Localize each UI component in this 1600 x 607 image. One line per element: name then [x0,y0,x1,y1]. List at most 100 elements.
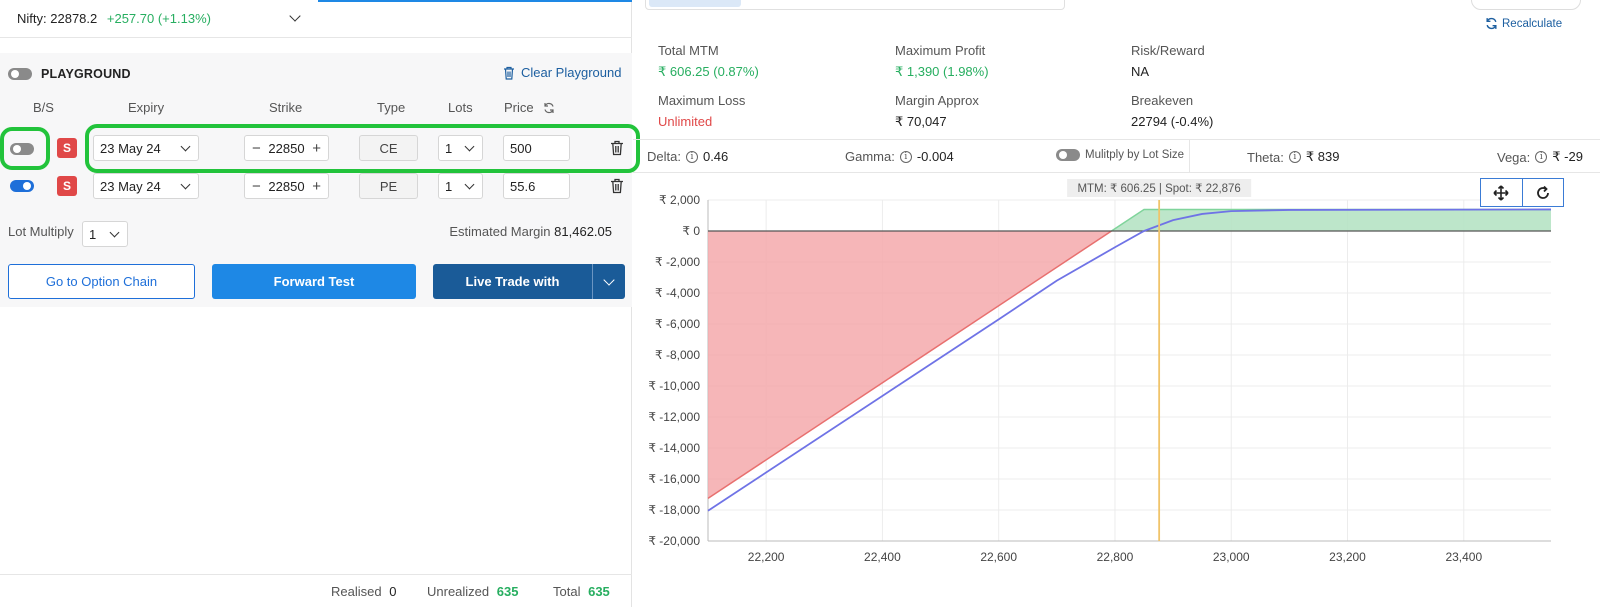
chevron-down-icon [109,227,120,238]
live-trade-button[interactable]: Live Trade with [433,264,592,299]
info-icon[interactable]: i [899,150,912,163]
profit-area [1111,209,1551,231]
lot-multiply-select[interactable]: 1 [82,221,128,247]
total-mtm-label: Total MTM [658,43,719,58]
delta-value: 0.46 [702,149,729,164]
theta-value: ₹ 839 [1305,149,1340,164]
estimated-margin: Estimated Margin 81,462.05 [449,224,612,239]
go-to-option-chain-button[interactable]: Go to Option Chain [8,264,195,299]
forward-test-button[interactable]: Forward Test [212,264,416,299]
col-lots: Lots [448,100,473,115]
multiply-lot-size-toggle[interactable] [1056,149,1080,161]
delta-label: Delta: [647,149,681,164]
active-tab-indicator [318,0,632,2]
plus-icon[interactable]: + [312,177,321,195]
theta-label: Theta: [1247,149,1284,165]
leg-1-delete-icon[interactable] [610,140,624,156]
greeks-bar: Delta: i 0.46 Gamma: i -0.004 Mulitply b… [633,139,1600,173]
top-pill-button[interactable] [1471,0,1581,10]
realised: Realised 0 [331,584,396,599]
chevron-down-icon [464,179,475,190]
minus-icon[interactable]: − [252,139,261,157]
refresh-price-icon[interactable] [543,102,555,114]
playground-toggle[interactable] [8,68,32,80]
y-tick-label: ₹ -14,000 [648,441,700,455]
tooltip-background [1067,179,1252,197]
y-tick-label: ₹ -8,000 [655,348,700,362]
leg-1-strike-value: 22850 [268,140,305,156]
total-mtm-value: ₹ 606.25 (0.87%) [658,64,759,79]
reset-zoom-button[interactable] [1521,179,1563,206]
move-icon [1493,184,1510,201]
margin-approx-value: ₹ 70,047 [895,114,947,129]
leg-1-toggle[interactable] [10,143,34,155]
max-profit-label: Maximum Profit [895,43,986,58]
realised-label: Realised [331,584,382,599]
col-type: Type [377,100,406,115]
index-value: 22878.2 [50,11,98,26]
expiry-payoff-line-loss [707,230,1112,500]
leg-1-lots-select[interactable]: 1 [438,135,483,161]
max-loss-label: Maximum Loss [658,93,746,108]
y-tick-label: ₹ 0 [682,224,700,238]
x-tick-label: 22,600 [980,550,1017,564]
greeks-divider [1189,140,1190,173]
margin-approx-label: Margin Approx [895,93,979,108]
index-ticker: Nifty: 22878.2 +257.70 (+1.13%) [17,11,211,26]
leg-1-side-badge[interactable]: S [57,138,77,158]
risk-reward-value: NA [1131,64,1150,79]
leg-1-price-input[interactable]: 500 [503,135,570,161]
loss-area [708,231,1112,499]
multiply-lot-size: Mulitply by Lot Size [1056,149,1184,161]
leg-1-price-value: 500 [510,140,532,156]
leg-2-strike-stepper[interactable]: − 22850 + [244,173,329,199]
total-value: 635 [588,584,610,599]
highlight-ring-toggle [0,127,50,170]
leg-2-lots-value: 1 [445,178,453,194]
vega: Vega: i ₹ -29 [1497,149,1583,165]
leg-2-type: PE [359,173,418,199]
leg-1-expiry-select[interactable]: 23 May 24 [93,135,199,161]
col-price: Price [504,100,534,115]
pnl-footer: Realised 0 Unrealized 635 Total 635 [0,574,632,607]
info-icon[interactable]: i [1535,151,1548,163]
theta: Theta: i ₹ 839 [1247,149,1339,165]
recalculate-button[interactable]: Recalculate [1485,17,1562,30]
leg-1-type: CE [359,135,418,161]
recalculate-icon [1486,17,1497,30]
multiply-lot-size-label: Mulitply by Lot Size [1085,149,1185,161]
leg-2-price-input[interactable]: 55.6 [503,173,570,199]
view-tab-selected[interactable] [649,0,741,7]
clear-playground-button[interactable]: Clear Playground [503,65,621,80]
unrealized-value: 635 [496,584,519,599]
minus-icon[interactable]: − [252,177,261,195]
vega-value: ₹ -29 [1552,149,1583,164]
payoff-chart[interactable]: ₹ 2,000 ₹ 0 ₹ -2,000 ₹ -4,000 ₹ -6,000 ₹ -8,0… [633,176,1600,607]
trash-icon [504,66,514,80]
estimated-margin-value: 81,462.05 [554,224,612,239]
leg-2-strike-value: 22850 [268,178,305,194]
leg-1-strike-stepper[interactable]: − 22850 + [244,135,329,161]
plus-icon[interactable]: + [312,139,321,157]
leg-2-lots-select[interactable]: 1 [438,173,483,199]
index-change: +257.70 (+1.13%) [106,11,211,26]
lot-multiply: Lot Multiply [8,224,74,239]
leg-2-toggle[interactable] [10,180,34,192]
live-trade-dropdown[interactable] [592,264,625,299]
info-icon[interactable]: i [1288,151,1301,163]
gamma: Gamma: i -0.004 [845,149,954,164]
index-dropdown-chevron-icon[interactable] [289,10,301,22]
index-bar: Nifty: 22878.2 +257.70 (+1.13%) [0,0,632,38]
leg-2-expiry-value: 23 May 24 [100,178,161,194]
unrealized-label: Unrealized [427,584,490,599]
pan-button[interactable] [1481,179,1522,206]
leg-2-expiry-select[interactable]: 23 May 24 [93,173,199,199]
leg-2-delete-icon[interactable] [610,178,624,194]
y-tick-label: ₹ -12,000 [648,410,700,424]
realised-value: 0 [389,584,397,599]
chevron-down-icon [603,273,615,286]
breakeven-value: 22794 (-0.4%) [1131,114,1214,129]
unrealized: Unrealized 635 [427,584,518,599]
info-icon[interactable]: i [685,150,698,163]
leg-2-side-badge[interactable]: S [57,176,77,196]
